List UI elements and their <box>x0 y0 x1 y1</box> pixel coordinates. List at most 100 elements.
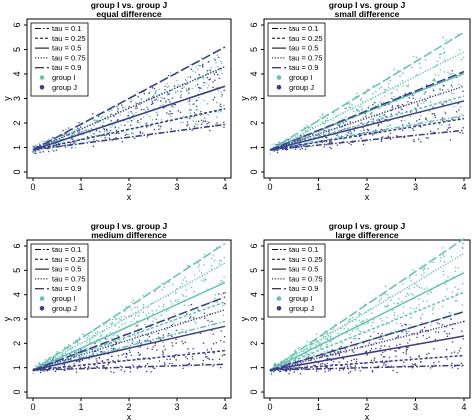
scatter-point-group-j <box>78 361 80 363</box>
legend-label: group J <box>289 83 314 92</box>
y-tick-label: 5 <box>249 47 259 52</box>
scatter-point-group-j <box>369 350 371 352</box>
scatter-point-group-j <box>104 338 107 340</box>
scatter-point-group-i <box>188 109 191 111</box>
scatter-point-group-j <box>188 100 191 102</box>
scatter-point-group-j <box>353 358 355 360</box>
scatter-point-group-i <box>139 121 141 124</box>
legend-label: tau = 0.1 <box>52 245 81 254</box>
scatter-point-group-i <box>412 269 414 271</box>
scatter-point-group-i <box>204 278 206 280</box>
scatter-point-group-i <box>450 312 452 314</box>
scatter-point-group-j <box>366 128 369 131</box>
y-axis: 0 1 2 3 4 5 6 y <box>239 22 264 175</box>
scatter-point-group-i <box>116 334 118 336</box>
scatter-point-group-j <box>433 112 435 115</box>
scatter-point-group-j <box>213 96 216 99</box>
scatter-point-group-i <box>67 347 69 350</box>
scatter-point-group-j <box>136 324 138 327</box>
scatter-point-group-j <box>79 366 82 369</box>
scatter-point-group-i <box>332 328 334 331</box>
scatter-point-group-i <box>415 274 417 276</box>
scatter-point-group-j <box>110 113 112 115</box>
scatter-point-group-j <box>396 104 399 107</box>
scatter-point-group-j <box>219 105 221 107</box>
scatter-point-group-j <box>100 134 102 137</box>
x-tick-label: 4 <box>461 182 466 192</box>
scatter-point-group-j <box>120 368 122 371</box>
scatter-point-group-i <box>32 151 34 153</box>
scatter-point-group-j <box>198 74 201 76</box>
scatter-point-group-j <box>328 140 331 143</box>
scatter-point-group-j <box>420 330 422 332</box>
y-tick-label: 4 <box>249 292 259 297</box>
scatter-point-group-j <box>150 103 153 106</box>
legend-label: group J <box>52 83 77 92</box>
scatter-point-group-j <box>384 356 386 358</box>
quantile-line-group-j-tau-2 <box>269 354 465 371</box>
y-axis: 0 1 2 3 4 5 6 y <box>2 243 27 395</box>
scatter-point-group-i <box>352 337 355 340</box>
y-tick-label: 6 <box>249 22 259 27</box>
x-tick-label: 0 <box>30 182 35 192</box>
scatter-point-group-i <box>146 113 148 116</box>
scatter-point-group-i <box>443 256 445 258</box>
quantile-line-group-j-tau-3 <box>32 325 226 371</box>
scatter-point-group-j <box>55 143 58 146</box>
x-tick-label: 3 <box>413 182 418 192</box>
scatter-point-group-j <box>320 356 322 358</box>
scatter-point-group-j <box>395 355 397 357</box>
scatter-point-group-j <box>209 129 211 132</box>
scatter-point-group-j <box>381 129 384 132</box>
scatter-point-group-j <box>212 333 214 335</box>
scatter-point-group-i <box>272 143 275 146</box>
x-tick-label: 0 <box>30 402 35 412</box>
scatter-point-group-i <box>34 145 36 147</box>
scatter-point-group-j <box>72 138 74 140</box>
quantile-line-group-j-tau-4 <box>32 65 226 151</box>
quantile-line-group-j-tau-5 <box>32 296 226 371</box>
scatter-point-group-i <box>65 128 67 131</box>
scatter-point-group-i <box>206 87 209 89</box>
scatter-point-group-i <box>271 370 273 373</box>
scatter-point-group-i <box>155 89 157 91</box>
scatter-point-group-j <box>338 361 340 363</box>
scatter-point-group-i <box>83 129 85 132</box>
scatter-point-group-j <box>349 130 352 133</box>
scatter-point-group-i <box>221 62 223 65</box>
scatter-point-group-i <box>394 330 397 332</box>
scatter-point-group-j <box>441 89 444 91</box>
x-axis: 0 1 2 3 4 x <box>30 398 228 420</box>
scatter-point-group-j <box>78 121 80 124</box>
scatter-point-group-i <box>393 68 395 71</box>
x-tick-label: 4 <box>461 402 466 412</box>
scatter-point-group-i <box>111 323 113 325</box>
scatter-point-group-j <box>110 119 112 122</box>
scatter-point-group-i <box>303 137 305 140</box>
scatter-point-group-j <box>171 344 174 347</box>
scatter-point-group-i <box>402 312 405 314</box>
scatter-point-group-i <box>388 296 390 298</box>
scatter-point-group-i <box>203 117 206 119</box>
scatter-point-group-i <box>402 283 404 286</box>
scatter-point-group-i <box>364 303 366 306</box>
scatter-point-group-i <box>144 110 147 112</box>
scatter-point-group-i <box>152 94 155 96</box>
scatter-point-group-j <box>130 101 132 103</box>
scatter-point-group-j <box>299 372 302 375</box>
scatter-point-group-j <box>402 351 405 354</box>
scatter-point-group-j <box>458 349 461 352</box>
scatter-point-group-j <box>204 120 207 122</box>
y-tick-label: 1 <box>12 145 22 150</box>
scatter-point-group-j <box>153 367 156 370</box>
scatter-point-group-i <box>325 338 327 340</box>
scatter-point-group-j <box>103 127 105 130</box>
scatter-point-group-i <box>459 106 462 108</box>
scatter-point-group-j <box>293 367 295 369</box>
scatter-point-group-i <box>99 335 102 337</box>
scatter-point-group-j <box>367 129 370 131</box>
scatter-point-group-j <box>202 63 204 66</box>
scatter-point-group-i <box>166 83 168 85</box>
scatter-point-group-j <box>426 337 428 340</box>
